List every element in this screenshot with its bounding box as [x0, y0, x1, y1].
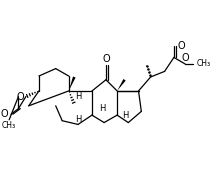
- Text: O: O: [178, 41, 185, 51]
- Text: H: H: [122, 111, 129, 120]
- Text: H: H: [99, 104, 105, 113]
- Text: CH₃: CH₃: [196, 59, 210, 68]
- Text: H: H: [75, 92, 81, 101]
- Text: O: O: [16, 91, 24, 102]
- Polygon shape: [117, 79, 126, 91]
- Text: O: O: [102, 54, 110, 64]
- Text: O: O: [1, 109, 8, 119]
- Text: H: H: [75, 115, 81, 124]
- Text: O: O: [181, 53, 189, 63]
- Polygon shape: [69, 76, 76, 91]
- Text: CH₃: CH₃: [2, 121, 16, 130]
